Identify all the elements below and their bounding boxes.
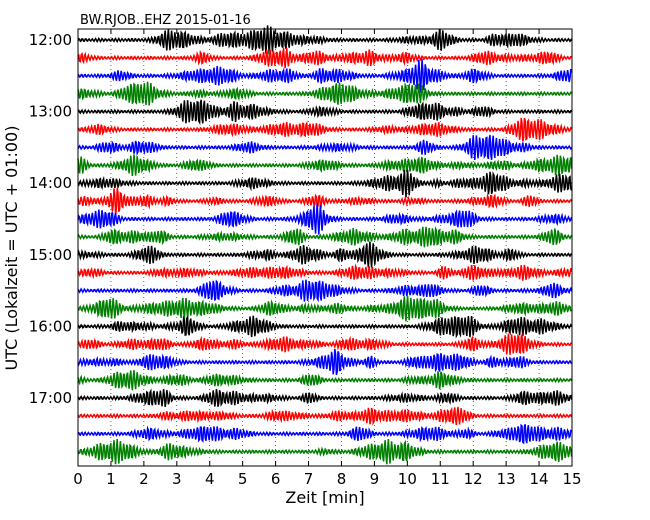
plot-frame [77,28,573,467]
y-tick-label: 13:00 [29,103,72,121]
trace-line [77,348,573,376]
trace-group [77,25,573,465]
x-tick-label: 9 [370,470,380,488]
y-tick-label: 15:00 [29,246,72,264]
x-tick-label: 10 [398,470,417,488]
trace-line [77,295,572,322]
trace-line [77,188,573,215]
y-axis: 12:00 13:00 14:00 15:00 16:00 17:00 [29,31,572,407]
x-tick-label: 5 [238,470,248,488]
trace-line [77,117,573,142]
y-tick-label: 16:00 [29,317,72,335]
trace-line [77,263,573,281]
trace-line [77,332,572,355]
x-tick-label: 1 [106,470,116,488]
trace-line [77,225,573,248]
x-tick-label: 0 [73,470,83,488]
y-axis-label: UTC (Lokalzeit = UTC + 01:00) [2,126,21,371]
trace-line [77,370,573,391]
x-tick-label: 11 [431,470,450,488]
x-tick-label: 2 [139,470,149,488]
trace-line [77,388,573,408]
trace-line [77,99,572,126]
x-tick-label: 8 [337,470,347,488]
chart-title: BW.RJOB..EHZ 2015-01-16 [80,13,251,28]
x-tick-label: 14 [530,470,549,488]
x-axis-label: Zeit [min] [285,488,364,507]
trace-line [77,154,573,176]
y-tick-label: 12:00 [29,31,72,49]
trace-line [77,279,573,303]
trace-line [77,25,573,55]
x-tick-label: 13 [497,470,516,488]
trace-line [77,241,573,268]
x-tick-label: 6 [271,470,281,488]
x-tick-label: 4 [205,470,215,488]
x-tick-label: 3 [172,470,182,488]
trace-line [77,59,573,93]
trace-line [77,203,573,235]
trace-line [77,169,573,198]
trace-line [77,423,572,445]
trace-line [77,48,572,69]
y-tick-label: 17:00 [29,389,72,407]
trace-line [77,315,573,339]
trace-line [77,438,573,465]
x-tick-label: 15 [562,470,581,488]
x-axis: 0 1 2 3 4 5 6 7 8 9 10 11 12 13 14 15 [73,29,582,488]
trace-line [77,134,573,161]
trace-line [77,81,573,106]
x-tick-label: 7 [304,470,314,488]
trace-line [77,406,573,426]
x-tick-label: 12 [464,470,483,488]
y-tick-label: 14:00 [29,174,72,192]
